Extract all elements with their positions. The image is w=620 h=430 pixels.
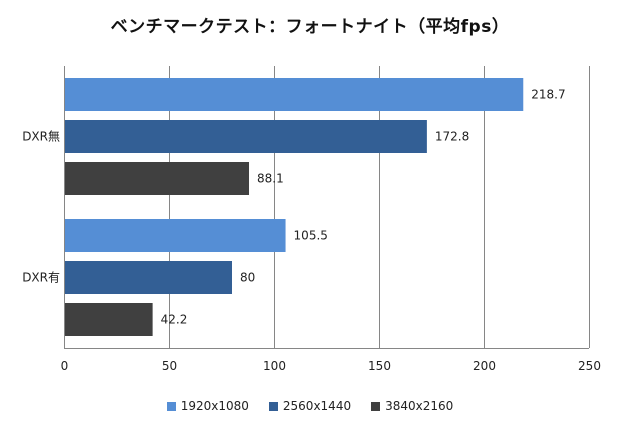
legend-item-1: 2560x1440 xyxy=(268,399,352,413)
bar-1-1 xyxy=(65,261,232,294)
grid-lines xyxy=(169,66,590,348)
x-tick-label-100: 100 xyxy=(263,359,286,373)
bar-1-2 xyxy=(65,303,153,336)
legend: 1920x1080 2560x1440 3840x2160 xyxy=(0,399,620,413)
data-label-1-0: 105.5 xyxy=(294,229,328,243)
legend-item-0: 1920x1080 xyxy=(166,399,249,413)
legend-swatch-1 xyxy=(268,401,278,411)
legend-swatch-0 xyxy=(166,401,176,411)
bar-1-0 xyxy=(65,219,286,252)
legend-label-0: 1920x1080 xyxy=(180,399,249,413)
x-tick-label-50: 50 xyxy=(162,359,177,373)
bar-0-0 xyxy=(65,78,524,111)
legend-item-2: 3840x2160 xyxy=(371,399,453,413)
bar-0-2 xyxy=(65,162,250,195)
x-tick-label-200: 200 xyxy=(473,359,496,373)
data-label-0-1: 172.8 xyxy=(435,130,469,144)
legend-swatch-2 xyxy=(371,401,381,411)
legend-label-1: 2560x1440 xyxy=(282,399,352,413)
data-label-0-0: 218.7 xyxy=(531,88,565,102)
x-tick-label-0: 0 xyxy=(61,359,69,373)
legend-label-2: 3840x2160 xyxy=(385,399,454,413)
data-label-0-2: 88.1 xyxy=(257,172,284,186)
bars xyxy=(65,78,524,336)
category-label-1: DXR有 xyxy=(22,271,60,285)
data-label-1-1: 80 xyxy=(240,271,255,285)
category-label-0: DXR無 xyxy=(22,129,60,144)
data-label-1-2: 42.2 xyxy=(161,313,188,327)
bar-0-1 xyxy=(65,120,427,153)
x-tick-label-150: 150 xyxy=(368,359,391,373)
x-tick-label-250: 250 xyxy=(578,359,601,373)
axes: 0 50 100 150 200 250 DXR無 DXR有 xyxy=(22,66,601,373)
chart-title: ベンチマークテスト：フォートナイト（平均fps） xyxy=(110,17,510,37)
data-labels: 218.7 172.8 88.1 105.5 80 42.2 xyxy=(161,88,566,327)
